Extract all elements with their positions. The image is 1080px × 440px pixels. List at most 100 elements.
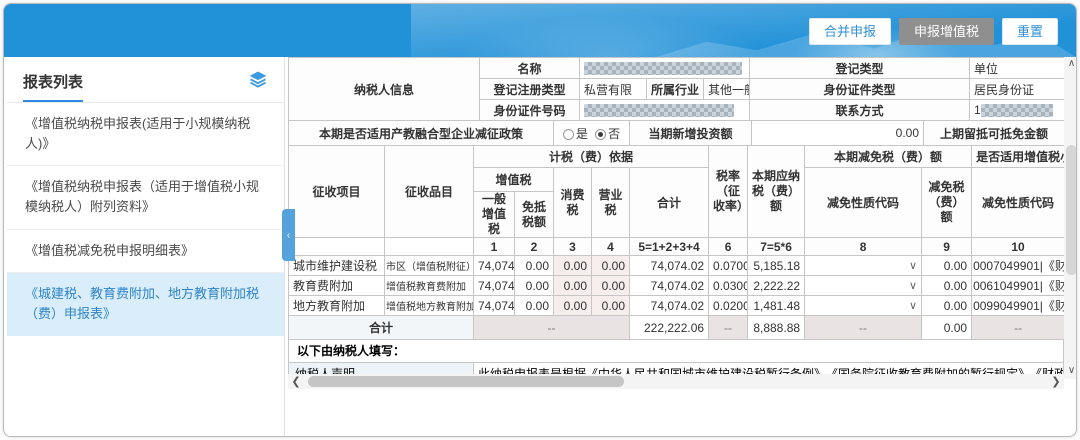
col-num-4: 4 [591,237,630,256]
row-relief-code-select[interactable]: ∨ [804,255,923,276]
row-vat-general[interactable]: 74,074.02 [473,255,515,276]
dropdown-chevron-icon[interactable]: ∨ [908,280,918,292]
contact-prefix: 1 [974,102,981,117]
total-payable-amount: 8,888.88 [747,315,806,340]
name-value [578,57,751,79]
row-vat-general[interactable]: 74,074.02 [473,295,515,316]
id-no-value [578,99,751,121]
reg-type-label: 登记类型 [749,57,971,79]
row-vat-general[interactable]: 74,074.02 [473,275,515,296]
col-num-6: 6 [708,237,749,256]
row-total: 74,074.02 [628,255,710,276]
surtax-table: 征收项目 征收品目 计税（费）依据 税率（征收率） 本期应纳税（费）额 本期减免… [288,145,1064,340]
col-payable-header: 本期应纳税（费）额 [747,145,806,238]
total-label: 合计 [288,315,474,340]
total-base-dash: -- [473,315,630,340]
taxpayer-info-table: 纳税人信息 名称 登记类型 单位 登记注册类型 私营有限 所属行业 其他一般 身… [288,57,1064,121]
row-vat-credit[interactable]: 0.00 [514,275,554,296]
radio-no-label[interactable]: 否 [608,126,621,141]
total-row: 合计 -- 222,222.06 -- 8,888.88 -- 0.00 -- [288,315,1064,340]
reset-button[interactable]: 重置 [1001,18,1058,45]
sidebar-title: 报表列表 [23,71,84,102]
scroll-up-icon[interactable]: ∧ [1067,58,1076,69]
group-base-header: 计税（费）依据 [472,145,710,168]
hscroll-thumb[interactable] [308,376,624,387]
scroll-left-icon[interactable]: ❮ [291,376,301,388]
row-payable: 2,222.22 [747,275,806,296]
redacted-name [584,62,742,76]
col-num-1: 1 [473,237,515,256]
contact-label: 联系方式 [749,99,971,121]
reg-register-value: 私营有限 [579,78,647,100]
row-item: 地方教育附加 [288,295,385,316]
radio-yes-label[interactable]: 是 [575,126,588,141]
row-relief-code-select[interactable]: ∨ [804,275,923,296]
dropdown-chevron-icon[interactable]: ∨ [908,260,918,272]
vscroll-thumb[interactable] [1066,145,1076,275]
contact-value: 1 [969,99,1064,121]
row-vat-credit[interactable]: 0.00 [514,295,554,316]
col-num-5: 5=1+2+3+4 [628,237,710,256]
row-consumption: 0.00 [553,295,592,316]
row-relief-amount[interactable]: 0.00 [921,255,973,276]
group-small-header: 是否适用增值税小规 [971,145,1064,168]
vertical-scrollbar[interactable]: ∧ ∨ [1064,57,1076,379]
policy-question-label: 本期是否适用产教融合型企业减征政策 [288,120,554,146]
declare-vat-button[interactable]: 申报增值税 [898,18,994,45]
top-banner: 合并申报 申报增值税 重置 [4,4,1076,57]
col-vat-credit-header: 免抵税额 [514,191,554,238]
redacted-contact [980,104,1053,118]
row-relief-amount[interactable]: 0.00 [921,295,973,316]
report-list: 《增值税纳税申报表(适用于小规模纳税人)》 《增值税纳税申报表（适用于增值税小规… [7,103,284,336]
row-consumption: 0.00 [553,255,592,276]
col-relief-amount-header: 减免税（费）额 [921,167,973,238]
sidebar-item-vat-relief-detail[interactable]: 《增值税减免税申报明细表》 [7,230,284,273]
id-type-label: 身份证件类型 [749,78,971,100]
row-rate: 0.030000 [708,275,749,296]
row-item: 城市维护建设税 [288,255,385,276]
layers-icon[interactable] [248,69,268,89]
policy-radio-group: 是 否 [553,120,630,146]
col-num-8: 8 [804,237,923,256]
banner-buttons: 合并申报 申报增值税 重置 [808,18,1058,45]
industry-label: 所属行业 [646,78,704,100]
row-rate: 0.020000 [708,295,749,316]
sidebar-item-vat-return-appendix[interactable]: 《增值税纳税申报表（适用于增值税小规模纳税人）附列资料》 [7,166,284,230]
radio-no-icon[interactable] [595,128,607,140]
reg-type-value: 单位 [969,57,1064,79]
scroll-down-icon[interactable]: ∨ [1067,365,1076,376]
horizontal-scrollbar[interactable]: ❮ ❯ [288,374,1064,389]
row-rate: 0.070000 [708,255,749,276]
col-vat-general-header: 一般增值税 [473,191,515,238]
table-row: 教育费附加 增值税教育费附加 74,074.02 0.00 0.00 0.00 … [288,275,1064,296]
row-small-code: 0099049901|《财务 [971,295,1064,316]
merge-declare-button[interactable]: 合并申报 [808,18,891,45]
col-num-3: 3 [553,237,592,256]
row-consumption: 0.00 [553,275,592,296]
invest-label: 当期新增投资额 [629,120,752,146]
group-relief-header: 本期减免税（费）额 [804,145,973,168]
hscroll-track[interactable] [304,376,1048,387]
row-relief-amount[interactable]: 0.00 [921,275,973,296]
col-small-code-header: 减免性质代码 [971,167,1064,238]
col-rate-header: 税率（征收率） [708,145,749,238]
col-relief-code-header: 减免性质代码 [804,167,923,238]
sidebar-collapse-handle[interactable]: ‹ [282,209,295,261]
col-num-7: 7=5*6 [747,237,806,256]
scroll-right-icon[interactable]: ❯ [1051,376,1061,388]
total-base-amount: 222,222.06 [628,315,710,340]
row-vat-credit[interactable]: 0.00 [514,255,554,276]
row-subitem: 增值税教育费附加 [384,275,474,296]
policy-row-table: 本期是否适用产教融合型企业减征政策 是 否 当期新增投资额 0.00 上期留抵可… [288,120,1064,146]
reg-register-label: 登记注册类型 [479,78,580,100]
row-relief-code-select[interactable]: ∨ [804,295,923,316]
row-payable: 5,185.18 [747,255,806,276]
sidebar-item-surtax-return[interactable]: 《城建税、教育费附加、地方教育附加税（费）申报表》 [7,272,284,336]
sidebar-header: 报表列表 [7,57,284,103]
sidebar-item-vat-return[interactable]: 《增值税纳税申报表(适用于小规模纳税人)》 [7,103,284,167]
col-item-header: 征收项目 [288,145,385,238]
invest-value[interactable]: 0.00 [751,120,924,146]
radio-yes-icon[interactable] [562,128,574,140]
dropdown-chevron-icon[interactable]: ∨ [908,300,918,312]
row-business: 0.00 [591,295,630,316]
